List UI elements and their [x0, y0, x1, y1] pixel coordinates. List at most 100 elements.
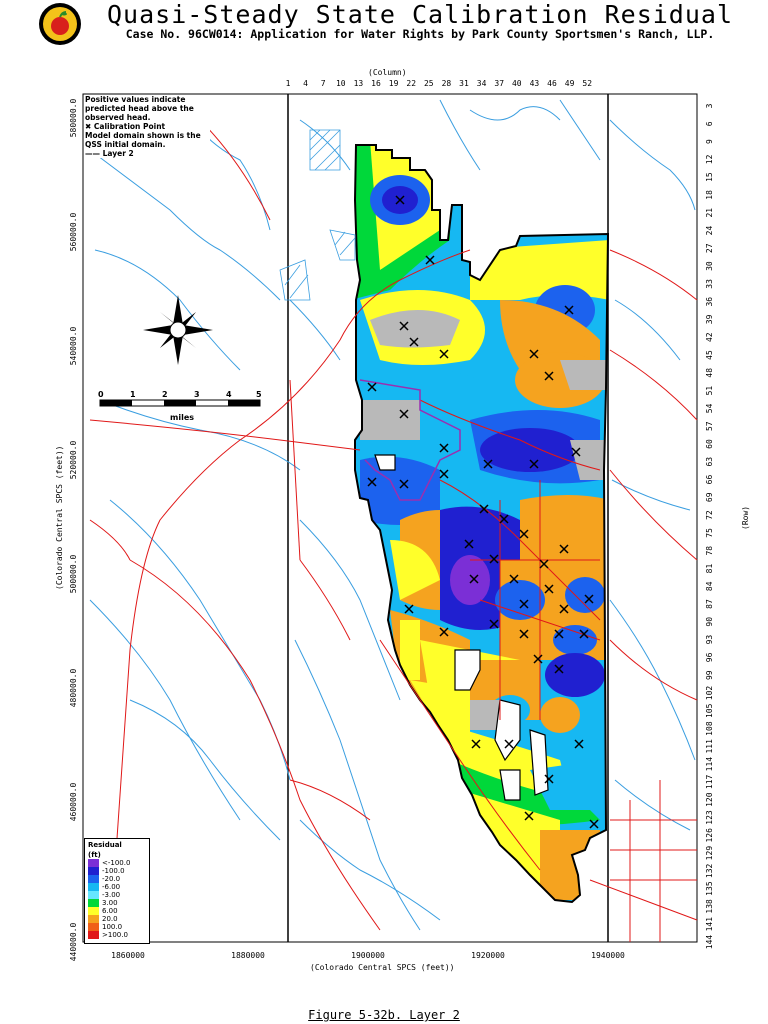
row-tick-141: 141	[705, 917, 714, 932]
row-tick-6: 6	[705, 121, 714, 126]
legend-item: -3.00	[85, 891, 149, 899]
row-tick-102: 102	[705, 686, 714, 701]
notes-line-3: observed head.	[85, 113, 151, 122]
row-tick-87: 87	[705, 599, 714, 609]
legend-item: 3.00	[85, 899, 149, 907]
legend-item: -20.0	[85, 875, 149, 883]
legend-label: >100.0	[102, 931, 128, 939]
scale-bar	[99, 399, 261, 407]
column-tick-46: 46	[547, 79, 557, 88]
row-tick-75: 75	[705, 528, 714, 538]
column-tick-22: 22	[406, 79, 416, 88]
y-axis: 580000.0 560000.0 540000.0 520000.0 500000.0…	[69, 99, 78, 962]
notes-line-5: Model domain shown is the	[85, 131, 201, 140]
x-axis-label: (Colorado Central SPCS (feet))	[310, 963, 455, 972]
legend-item: 6.00	[85, 907, 149, 915]
row-tick-36: 36	[705, 297, 714, 307]
row-tick-108: 108	[705, 721, 714, 736]
y-tick-440000.0: 440000.0	[69, 923, 78, 962]
row-tick-120: 120	[705, 792, 714, 807]
scale-tick-5: 5	[256, 390, 262, 399]
row-tick-99: 99	[705, 670, 714, 680]
inactive-cells	[374, 454, 549, 801]
row-tick-144: 144	[705, 935, 714, 950]
column-axis: 1 4 7 10 13 16 19 22 25 28 31 34 37 40 43 46 49 52	[286, 79, 593, 88]
row-tick-39: 39	[705, 314, 714, 324]
column-tick-52: 52	[582, 79, 592, 88]
column-tick-19: 19	[389, 79, 399, 88]
row-tick-27: 27	[705, 243, 714, 253]
column-tick-10: 10	[336, 79, 346, 88]
legend-swatch	[88, 867, 99, 875]
row-tick-93: 93	[705, 635, 714, 645]
legend-swatch	[88, 891, 99, 899]
legend-swatch	[88, 907, 99, 915]
column-tick-1: 1	[286, 79, 291, 88]
legend-swatch	[88, 899, 99, 907]
row-tick-111: 111	[705, 739, 714, 754]
notes-line-7: —— Layer 2	[85, 149, 134, 158]
map-notes: Positive values indicate predicted head …	[85, 95, 210, 158]
column-tick-13: 13	[354, 79, 364, 88]
row-tick-96: 96	[705, 652, 714, 662]
legend-title: Residual	[88, 841, 122, 849]
row-tick-114: 114	[705, 757, 714, 772]
legend-swatch	[88, 915, 99, 923]
row-tick-66: 66	[705, 475, 714, 485]
legend-item: -100.0	[85, 867, 149, 875]
legend-label: 100.0	[102, 923, 123, 931]
residual-legend: Residual (ft) <-100.0 -100.0 -20.0 -6.00 -3.…	[84, 838, 150, 944]
scale-tick-4: 4	[226, 390, 232, 399]
column-tick-28: 28	[442, 79, 452, 88]
legend-label: -6.00	[102, 883, 121, 891]
row-tick-33: 33	[705, 279, 714, 289]
column-tick-34: 34	[477, 79, 487, 88]
x-tick-1920000: 1920000	[471, 951, 505, 960]
x-tick-1900000: 1900000	[351, 951, 385, 960]
x-tick-1860000: 1860000	[111, 951, 145, 960]
notes-line-1: Positive values indicate	[85, 95, 186, 104]
row-tick-132: 132	[705, 863, 714, 878]
row-tick-69: 69	[705, 492, 714, 502]
row-tick-45: 45	[705, 350, 714, 360]
y-tick-500000.0: 500000.0	[69, 555, 78, 594]
legend-label: 3.00	[102, 899, 118, 907]
row-tick-63: 63	[705, 457, 714, 467]
legend-item: 100.0	[85, 923, 149, 931]
row-tick-138: 138	[705, 899, 714, 914]
legend-label: -3.00	[102, 891, 121, 899]
roads	[89, 119, 698, 942]
column-tick-25: 25	[424, 79, 434, 88]
scale-tick-0: 0	[98, 390, 104, 399]
column-tick-31: 31	[459, 79, 469, 88]
row-tick-9: 9	[705, 139, 714, 144]
row-tick-84: 84	[705, 581, 714, 591]
legend-label: 20.0	[102, 915, 118, 923]
legend-swatch	[88, 931, 99, 939]
row-tick-60: 60	[705, 439, 714, 449]
y-tick-460000.0: 460000.0	[69, 783, 78, 822]
legend-swatch	[88, 883, 99, 891]
notes-line-6: QSS initial domain.	[85, 140, 166, 149]
legend-label: 6.00	[102, 907, 118, 915]
legend-item: 20.0	[85, 915, 149, 923]
legend-item: -6.00	[85, 883, 149, 891]
scale-tick-3: 3	[194, 390, 200, 399]
calibration-points	[367, 195, 599, 829]
row-tick-57: 57	[705, 421, 714, 431]
row-axis: 3691215182124273033363942454851545760636…	[705, 103, 714, 949]
legend-unit: (ft)	[88, 851, 101, 859]
legend-label: <-100.0	[102, 859, 131, 867]
subbasin-outline	[359, 379, 461, 501]
column-tick-43: 43	[530, 79, 540, 88]
column-tick-16: 16	[371, 79, 381, 88]
row-tick-3: 3	[705, 103, 714, 108]
x-tick-1880000: 1880000	[231, 951, 265, 960]
apple-logo-icon	[38, 2, 82, 46]
row-tick-42: 42	[705, 332, 714, 342]
y-tick-540000.0: 540000.0	[69, 327, 78, 366]
legend-item: >100.0	[85, 931, 149, 939]
row-tick-48: 48	[705, 368, 714, 378]
row-tick-129: 129	[705, 846, 714, 861]
row-tick-126: 126	[705, 828, 714, 843]
